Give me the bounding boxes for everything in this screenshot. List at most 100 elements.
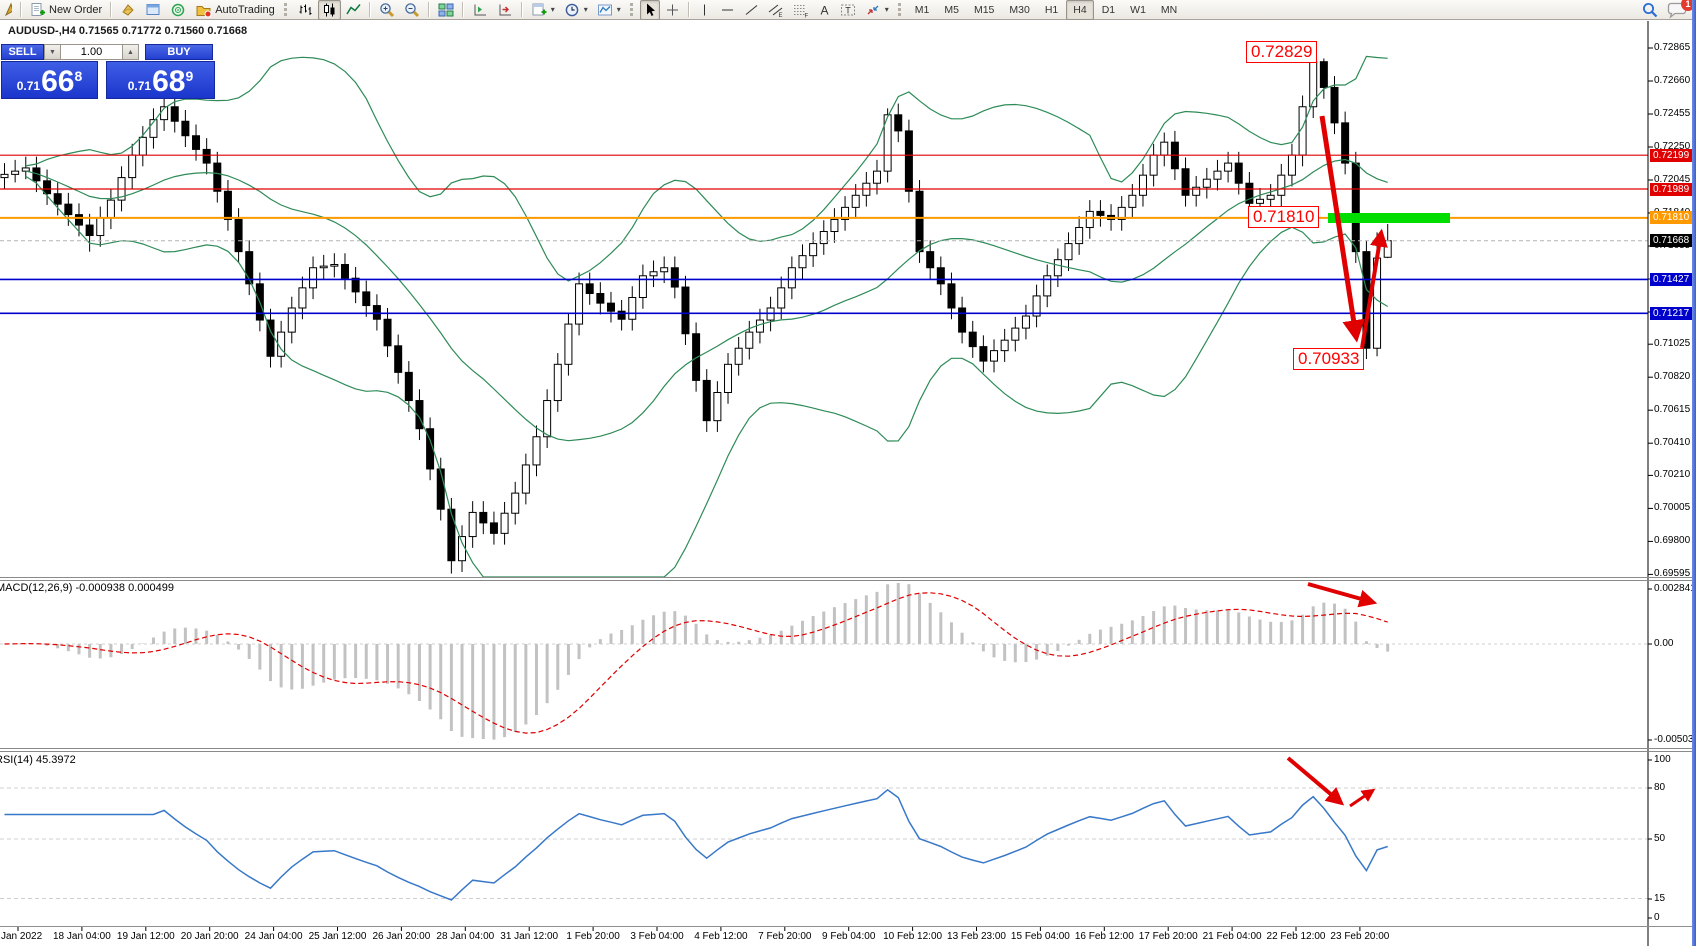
time-axis-label: 25 Jan 12:00 <box>308 931 367 942</box>
chevron-down-icon[interactable]: ▾ <box>550 5 555 14</box>
time-axis-label: 13 Feb 23:00 <box>947 931 1006 942</box>
cross-icon <box>665 2 680 18</box>
new-order-button[interactable]: New Order <box>26 0 106 20</box>
textA-icon: A <box>818 2 831 18</box>
candle-icon <box>322 2 337 18</box>
window-right-edge <box>1692 0 1696 946</box>
crosshair-button[interactable] <box>661 0 684 20</box>
buy-price[interactable]: 0.71 68 9 <box>106 61 215 99</box>
fibonacci-button[interactable]: F <box>789 0 813 20</box>
price-badge: 0.71427 <box>1650 273 1696 286</box>
time-axis-label: 24 Jan 04:00 <box>244 931 303 942</box>
tline-icon <box>744 2 759 18</box>
svg-text:F: F <box>804 13 808 18</box>
toolbar: New Order AutoTrading ▾ ▾ ▾ E F A T ▾ M1 M5 M15 M30 H1… <box>0 0 1696 20</box>
tile-windows-button[interactable] <box>434 0 458 20</box>
trendline-button[interactable] <box>740 0 763 20</box>
swing-low-label[interactable]: 0.70933 <box>1293 348 1365 370</box>
timeframe-w1-button[interactable]: W1 <box>1130 3 1146 16</box>
clipped-left-button[interactable] <box>1 0 16 20</box>
red-down-arrow <box>1319 115 1365 343</box>
sell-price[interactable]: 0.71 66 8 <box>1 61 98 99</box>
toolbar-separator <box>427 2 430 17</box>
equidistant-channel-button[interactable]: E <box>764 0 788 20</box>
templates-button[interactable]: ▾ <box>527 0 559 20</box>
drawn-objects-layer[interactable] <box>1286 50 1450 808</box>
timeframe-m30-button[interactable]: M30 <box>1009 3 1030 16</box>
separator-main-macd[interactable] <box>0 577 1696 578</box>
tbox-icon: T <box>840 2 856 18</box>
time-axis-label: 31 Jan 12:00 <box>500 931 559 942</box>
autotrading-button[interactable]: AutoTrading <box>191 0 279 20</box>
entry-level-label[interactable]: 0.71810 <box>1248 206 1320 228</box>
price-tick-label: 0.69595 <box>1654 568 1691 580</box>
toolbar-drag-handle[interactable] <box>897 3 903 16</box>
time-axis-label: 16 Feb 12:00 <box>1074 931 1134 942</box>
auto-scroll-button[interactable] <box>468 0 492 20</box>
cursor-button[interactable] <box>639 0 660 20</box>
rsi-label: RSI(14) 45.3972 <box>0 754 76 766</box>
vertical-line-button[interactable] <box>694 0 715 20</box>
chevron-down-icon[interactable]: ▾ <box>583 5 588 14</box>
buy-button[interactable]: BUY <box>145 44 213 60</box>
toolbar-separator <box>520 2 523 17</box>
toolbar-drag-handle[interactable] <box>283 3 289 16</box>
toolbar-drag-handle[interactable] <box>629 3 635 16</box>
data-window-button[interactable] <box>141 0 165 20</box>
volume-decrease-button[interactable]: ▼ <box>44 44 61 60</box>
bollinger-bands <box>25 55 1389 578</box>
price-tick-label: 0.72045 <box>1654 174 1691 185</box>
text-button[interactable]: A <box>814 0 835 20</box>
timeframe-mn-button[interactable]: MN <box>1160 3 1178 16</box>
radar-icon <box>170 2 186 18</box>
new-order-button-label: New Order <box>49 3 103 16</box>
toolbar-separator <box>687 2 690 17</box>
time-axis-label: 9 Feb 04:00 <box>822 931 876 942</box>
zoom-in-button[interactable] <box>375 0 399 20</box>
zoom-out-button[interactable] <box>400 0 424 20</box>
volume-increase-button[interactable]: ▲ <box>122 44 139 60</box>
notification-badge: 1 <box>1681 0 1695 11</box>
rsi-tick-label: 0 <box>1654 912 1660 923</box>
swing-high-label[interactable]: 0.72829 <box>1246 41 1318 63</box>
separator-time-axis <box>0 926 1696 927</box>
rsi-red-up-arrow <box>1349 788 1376 808</box>
notifications-button[interactable]: 1 <box>1667 0 1695 19</box>
chevron-down-icon[interactable]: ▾ <box>616 5 621 14</box>
chart-shift-button[interactable] <box>493 0 517 20</box>
timeframe-d1-button[interactable]: D1 <box>1101 3 1116 16</box>
timeframe-m15-button[interactable]: M15 <box>973 3 995 16</box>
horizontal-line-button[interactable] <box>716 0 739 20</box>
chan-icon: E <box>768 2 784 19</box>
zout-icon <box>404 2 420 18</box>
arrows-button[interactable]: ▾ <box>861 0 893 20</box>
time-axis-label: 23 Feb 20:00 <box>1330 931 1390 942</box>
timeframe-h1-button[interactable]: H1 <box>1044 3 1059 16</box>
vline-icon <box>698 2 711 18</box>
line-chart-button[interactable] <box>342 0 365 20</box>
one-click-trading-panel: SELL ▼ 1.00 ▲ BUY 0.71 66 8 0.71 68 9 <box>1 44 215 99</box>
timeframe-h4-button[interactable]: H4 <box>1066 0 1094 20</box>
auto-icon <box>195 2 212 18</box>
toolbar-separator <box>461 2 464 17</box>
price-tick-label: 0.72250 <box>1654 141 1691 152</box>
indicators-button[interactable]: ▾ <box>593 0 625 20</box>
market-watch-button[interactable] <box>116 0 140 20</box>
sell-button[interactable]: SELL <box>1 44 44 60</box>
time-axis-label: 7 Feb 20:00 <box>758 931 812 942</box>
search-button[interactable] <box>1641 1 1659 19</box>
candlestick-chart-button[interactable] <box>317 0 341 20</box>
timeframe-m5-button[interactable]: M5 <box>944 3 959 16</box>
signals-button[interactable] <box>166 0 190 20</box>
period-button[interactable]: ▾ <box>560 0 592 20</box>
time-axis-label: 15 Feb 04:00 <box>1010 931 1070 942</box>
bar-chart-button[interactable] <box>294 0 317 20</box>
text-label-button[interactable]: T <box>836 0 860 20</box>
timeframe-m1-button[interactable]: M1 <box>914 3 930 16</box>
chevron-down-icon[interactable]: ▾ <box>884 5 889 14</box>
volume-field[interactable]: 1.00 <box>61 44 122 60</box>
cursor-icon <box>644 2 656 18</box>
time-axis-label: 10 Feb 12:00 <box>883 931 943 942</box>
separator-macd-rsi[interactable] <box>0 748 1696 749</box>
